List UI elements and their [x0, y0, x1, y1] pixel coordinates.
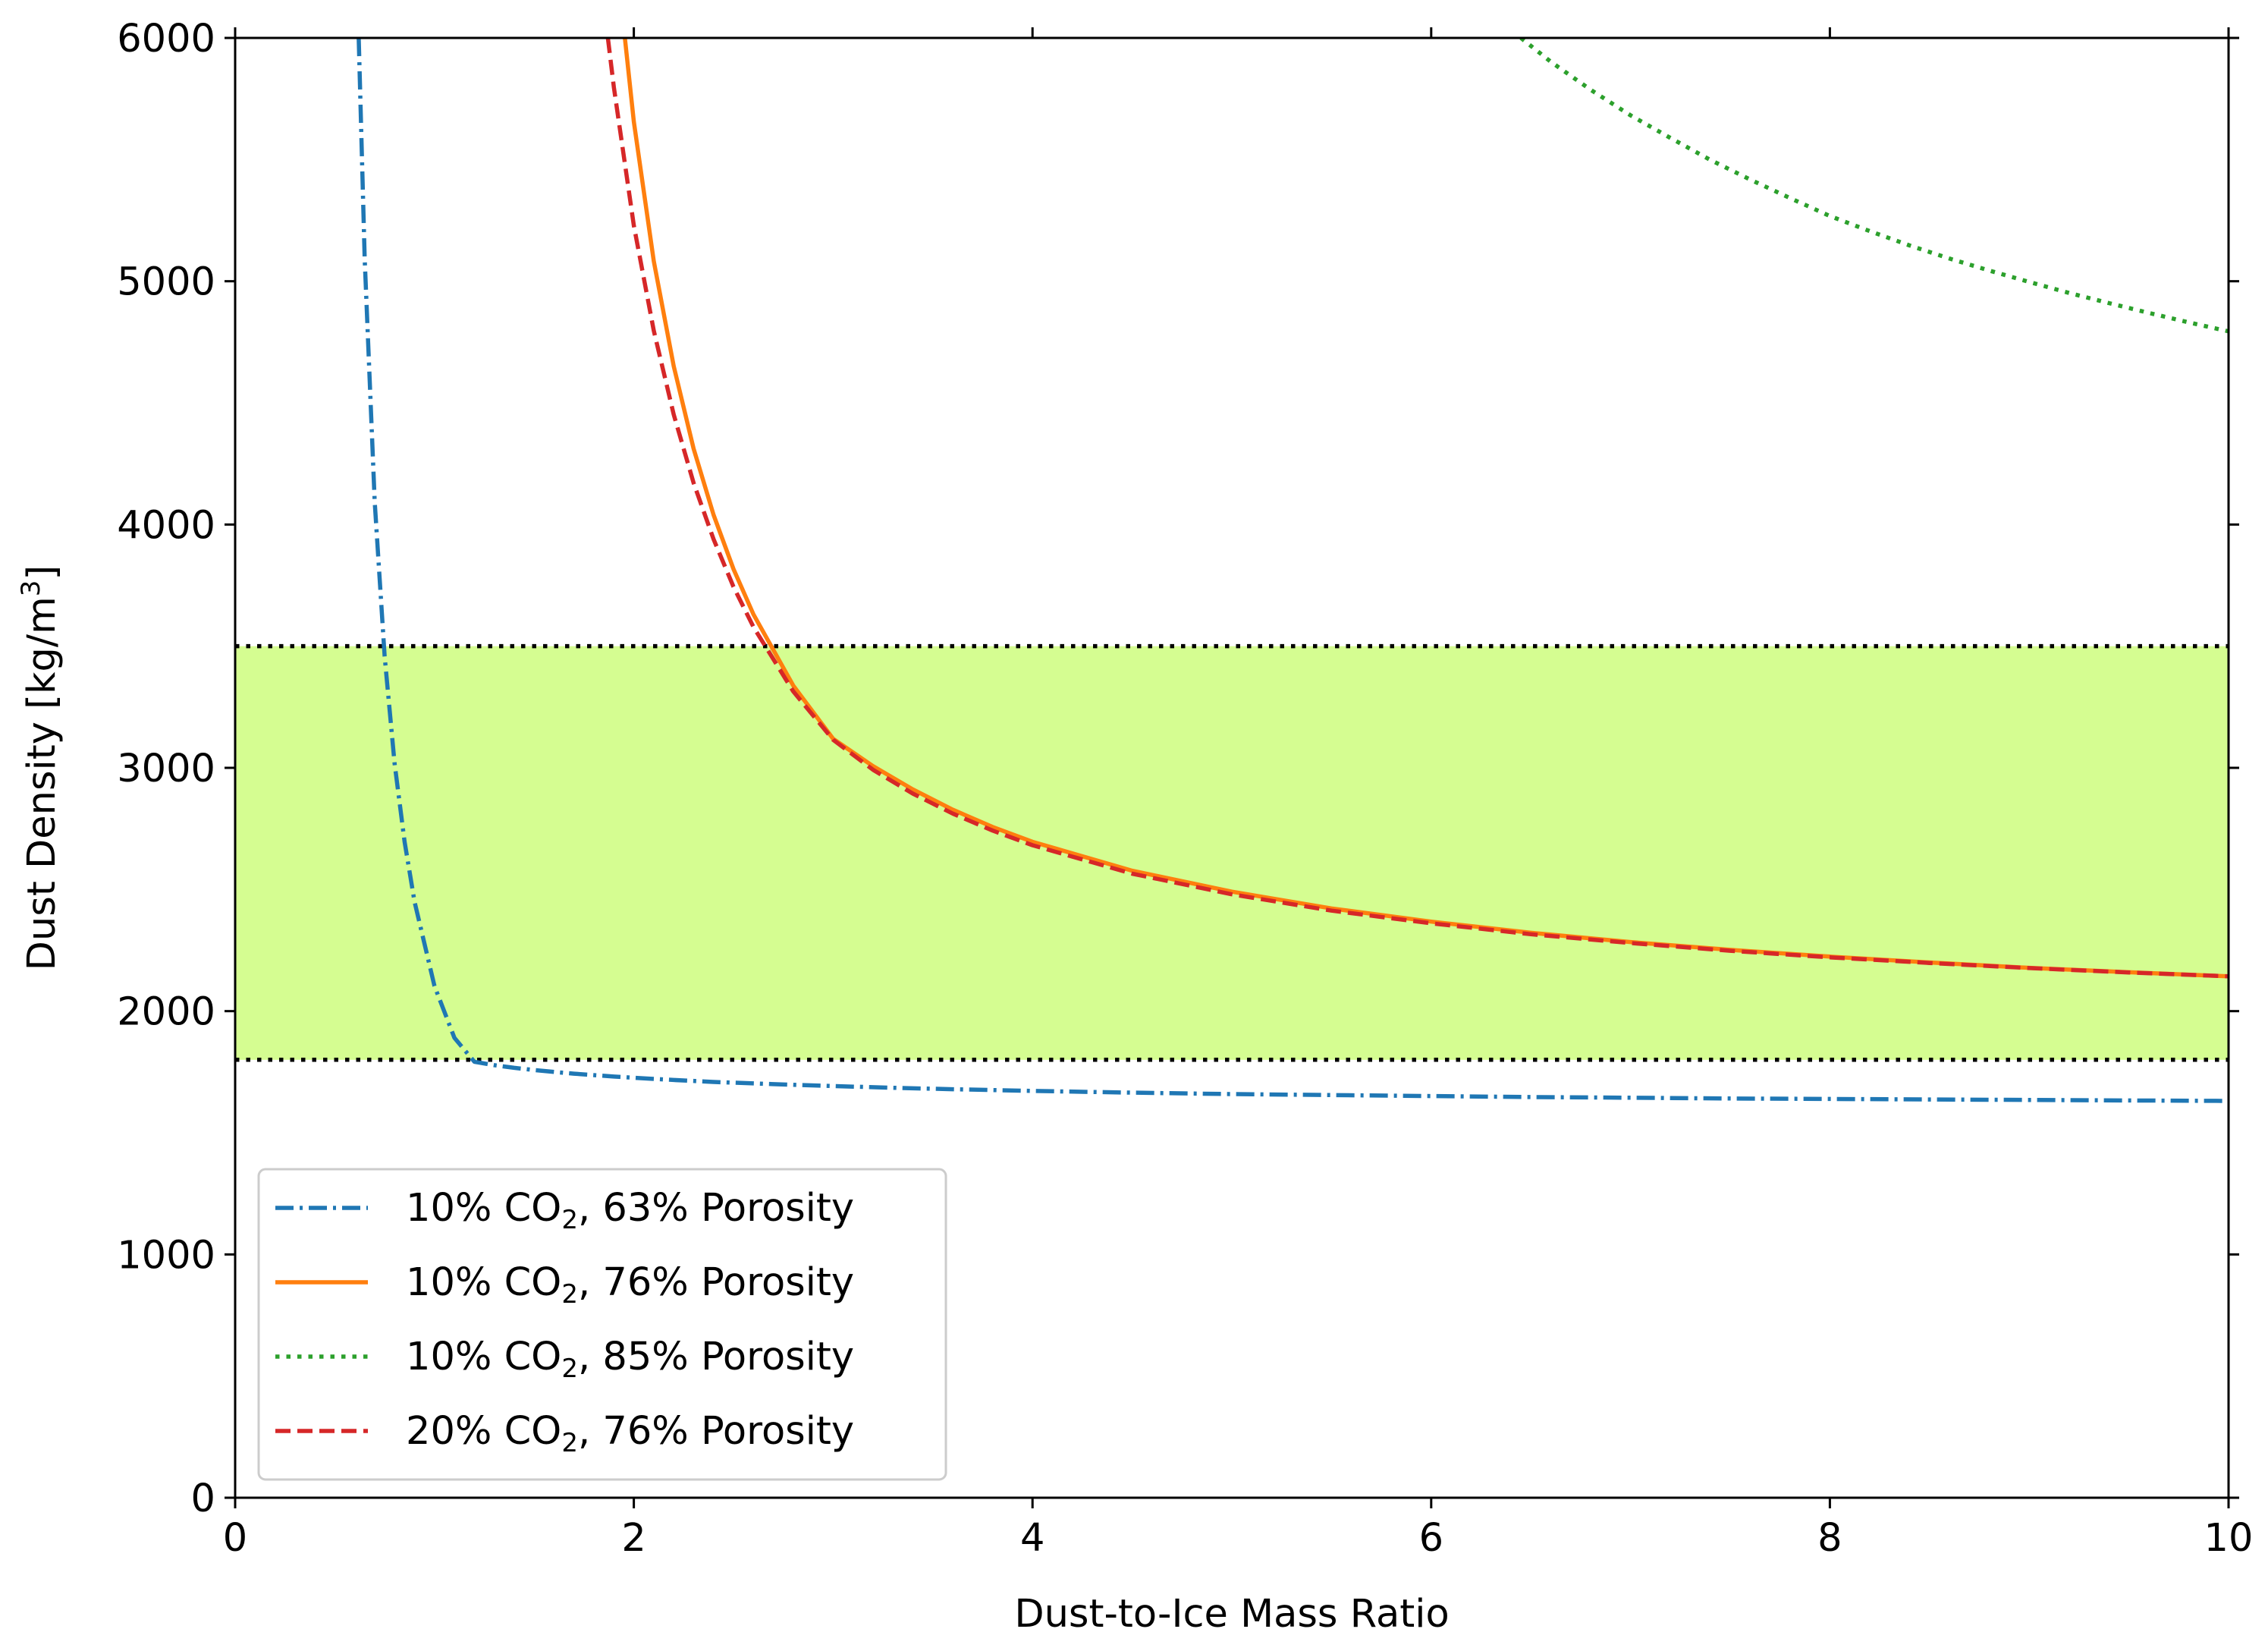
legend-label-prefix: 10% CO — [406, 1186, 561, 1231]
legend-entry: 20% CO2, 76% Porosity — [275, 1409, 854, 1458]
legend-label: 20% CO2, 76% Porosity — [406, 1409, 854, 1458]
legend: 10% CO2, 63% Porosity 10% CO2, 76% Poros… — [257, 1168, 947, 1481]
y-tick-label: 2000 — [117, 990, 215, 1035]
series-layer — [357, 38, 2229, 1103]
legend-label-suffix: , 76% Porosity — [578, 1409, 854, 1454]
shaded-band — [235, 646, 2229, 1060]
x-tick-label: 0 — [223, 1516, 247, 1561]
legend-label-prefix: 20% CO — [406, 1409, 561, 1454]
shaded-band-layer — [235, 643, 2229, 1062]
legend-label-prefix: 10% CO — [406, 1260, 561, 1305]
y-tick-label: 6000 — [117, 17, 215, 61]
x-axis-label: Dust-to-Ice Mass Ratio — [1014, 1592, 1449, 1637]
legend-label-suffix: , 85% Porosity — [578, 1335, 854, 1379]
series-line-co2-20-porosity-76 — [605, 38, 2229, 979]
legend-label-suffix: , 63% Porosity — [578, 1186, 854, 1231]
x-tick-label: 4 — [1020, 1516, 1044, 1561]
y-tick-label: 3000 — [117, 747, 215, 791]
legend-label: 10% CO2, 76% Porosity — [406, 1260, 854, 1310]
legend-label: 10% CO2, 63% Porosity — [406, 1186, 854, 1235]
y-tick-label: 1000 — [117, 1233, 215, 1278]
legend-label-prefix: 10% CO — [406, 1335, 561, 1379]
legend-frame — [257, 1168, 947, 1481]
series-line-co2-10-porosity-85 — [1519, 38, 2229, 334]
y-tick-label: 0 — [191, 1476, 215, 1521]
y-axis-label: Dust Density [kg/m3] — [16, 565, 64, 971]
legend-entry: 10% CO2, 76% Porosity — [275, 1260, 854, 1310]
legend-entry: 10% CO2, 85% Porosity — [275, 1335, 854, 1384]
legend-entry: 10% CO2, 63% Porosity — [275, 1186, 854, 1235]
legend-label-suffix: , 76% Porosity — [578, 1260, 854, 1305]
y-axis-label-tail: ] — [20, 565, 64, 580]
x-tick-label: 8 — [1817, 1516, 1842, 1561]
tick-layer: 0 2 4 6 8 10 0 1000 2000 3000 4000 5000 6000 — [117, 17, 2253, 1561]
x-tick-label: 10 — [2204, 1516, 2254, 1561]
y-axis-label-main: Dust Density [kg/m — [20, 596, 64, 970]
x-tick-label: 2 — [621, 1516, 646, 1561]
legend-label-sub: 2 — [561, 1279, 578, 1310]
legend-label-sub: 2 — [561, 1354, 578, 1384]
x-tick-label: 6 — [1419, 1516, 1443, 1561]
legend-label-sub: 2 — [561, 1205, 578, 1235]
y-tick-label: 4000 — [117, 503, 215, 548]
legend-label: 10% CO2, 85% Porosity — [406, 1335, 854, 1384]
y-axis-label-sup: 3 — [16, 580, 46, 597]
series-line-co2-10-porosity-63 — [357, 38, 2229, 1103]
legend-label-sub: 2 — [561, 1428, 578, 1458]
y-tick-label: 5000 — [117, 260, 215, 305]
